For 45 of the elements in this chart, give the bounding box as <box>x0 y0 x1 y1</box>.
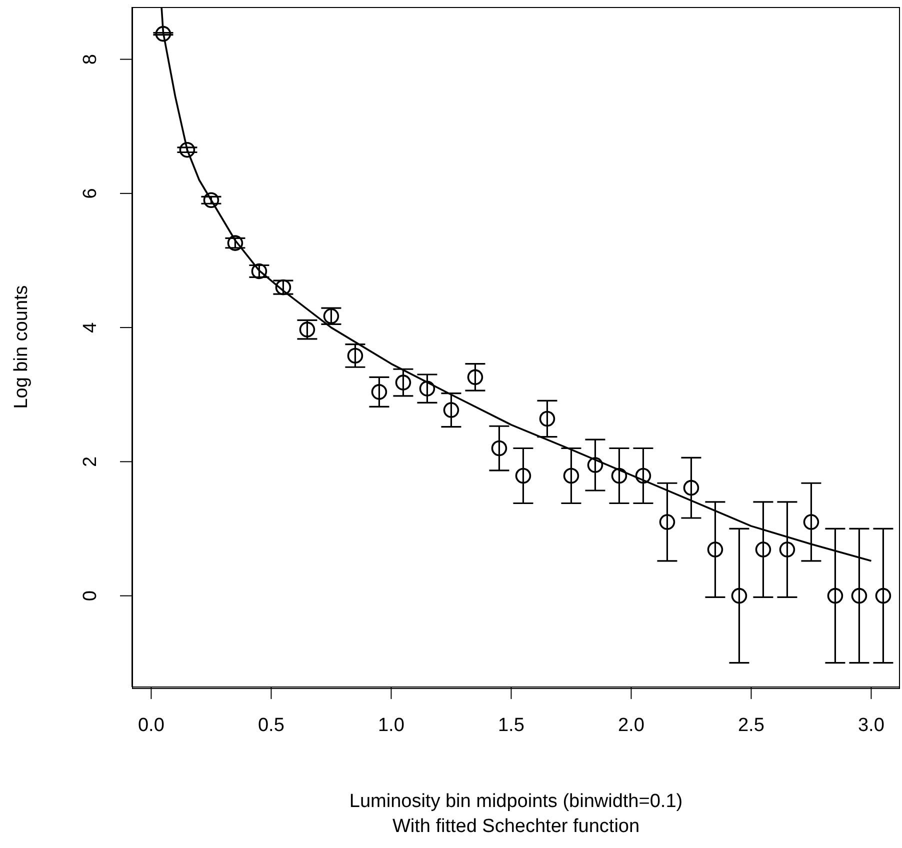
point <box>323 308 340 324</box>
point <box>611 468 628 484</box>
x-tick-label: 0.0 <box>138 715 164 736</box>
point <box>707 542 724 558</box>
point <box>851 588 868 604</box>
point <box>491 440 508 456</box>
point <box>347 348 364 364</box>
point <box>875 588 892 604</box>
point <box>515 468 532 484</box>
point <box>203 192 220 208</box>
point <box>587 457 604 473</box>
point <box>659 514 676 530</box>
point <box>371 384 388 400</box>
y-tick-label: 6 <box>80 188 101 199</box>
point <box>275 279 292 296</box>
y-axis-title: Log bin counts <box>11 285 33 409</box>
x-tick-label: 2.0 <box>618 715 644 736</box>
x-axis-title: Luminosity bin midpoints (binwidth=0.1) <box>348 791 684 813</box>
point <box>419 380 436 396</box>
point <box>779 542 796 558</box>
y-tick-label: 4 <box>80 322 101 333</box>
point <box>155 26 172 42</box>
point <box>539 410 556 427</box>
point <box>395 374 412 390</box>
point <box>731 588 748 604</box>
point <box>179 142 196 158</box>
y-tick-label: 8 <box>80 54 101 65</box>
x-tick-label: 0.5 <box>258 715 284 736</box>
text: With fitted Schechter function <box>391 816 641 838</box>
point <box>827 588 844 604</box>
point <box>251 263 268 280</box>
y-tick-label: 0 <box>80 590 101 602</box>
x-tick-label: 2.5 <box>738 715 764 736</box>
point <box>803 514 820 530</box>
point <box>443 402 460 418</box>
x-tick-label: 3.0 <box>858 715 884 736</box>
point <box>467 369 484 386</box>
point <box>683 480 700 496</box>
point <box>227 235 244 251</box>
point <box>563 468 580 484</box>
x-tick-label: 1.5 <box>498 715 524 736</box>
point <box>635 468 652 484</box>
x-tick-label: 1.0 <box>378 715 404 736</box>
point <box>755 542 772 558</box>
y-tick-label: 2 <box>80 456 101 467</box>
